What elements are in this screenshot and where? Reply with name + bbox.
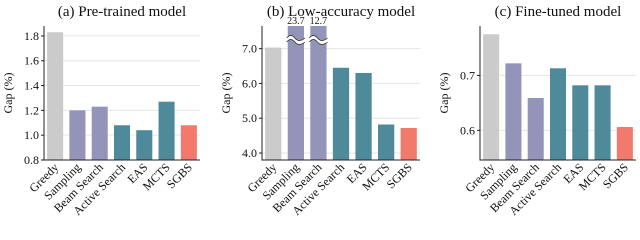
y-tick-label: 1.8 [24, 29, 39, 43]
bar [594, 85, 611, 160]
bar [400, 127, 417, 160]
bar [310, 26, 327, 160]
bar [549, 68, 567, 160]
y-tick-label: 1.4 [24, 79, 39, 93]
y-tick-label: 1.0 [24, 128, 39, 142]
y-axis-label: Gap (%) [437, 73, 451, 114]
y-axis-label: Gap (%) [1, 73, 15, 114]
y-tick-label: 1.2 [24, 103, 39, 117]
bar [616, 127, 633, 160]
value-label: 23.7 [287, 16, 305, 27]
axis-frame [261, 26, 420, 161]
bar [378, 124, 395, 160]
bar [265, 47, 282, 160]
bar [158, 101, 175, 160]
axis-break [285, 36, 306, 44]
bar [113, 125, 131, 160]
bar [505, 63, 522, 160]
y-tick-label: 0.8 [24, 153, 39, 167]
bar [91, 106, 108, 160]
axis-break [286, 35, 306, 45]
bar [527, 97, 544, 160]
axis-frame [479, 26, 636, 161]
bar [332, 67, 350, 160]
bar [287, 26, 304, 160]
axis-break [308, 35, 328, 45]
bar [47, 32, 64, 160]
bar [136, 130, 153, 160]
bar [355, 72, 372, 160]
y-tick-label: 1.6 [24, 54, 39, 68]
chart-title: (c) Fine-tuned model [495, 4, 622, 20]
y-axis-label: Gap (%) [219, 73, 233, 114]
y-tick-label: 6.0 [242, 76, 257, 90]
x-tick-label: SGBS [600, 160, 631, 191]
chart-title: (b) Low-accuracy model [267, 4, 415, 20]
page: (a) Pre-trained model Gap (%) 0.8 1.0 1.2 1.4… [1, 4, 636, 218]
x-tick-label: SGBS [164, 160, 195, 191]
x-tick-label: SGBS [384, 160, 415, 191]
y-tick-label: 0.6 [460, 123, 475, 137]
y-tick-label: 0.7 [460, 68, 475, 82]
y-tick-label: 7.0 [242, 42, 257, 56]
chart-title: (a) Pre-trained model [58, 4, 186, 20]
y-tick-label: 4.0 [242, 146, 257, 160]
bar [69, 110, 86, 160]
y-tick-label: 5.0 [242, 111, 257, 125]
bar [483, 34, 500, 161]
axis-break [308, 36, 329, 44]
bar [180, 125, 197, 160]
bar [572, 85, 589, 160]
value-label: 12.7 [310, 16, 328, 27]
axis-frame [43, 26, 200, 161]
figure: (a) Pre-trained model Gap (%) 0.8 1.0 1.2 1.4… [1, 4, 636, 218]
